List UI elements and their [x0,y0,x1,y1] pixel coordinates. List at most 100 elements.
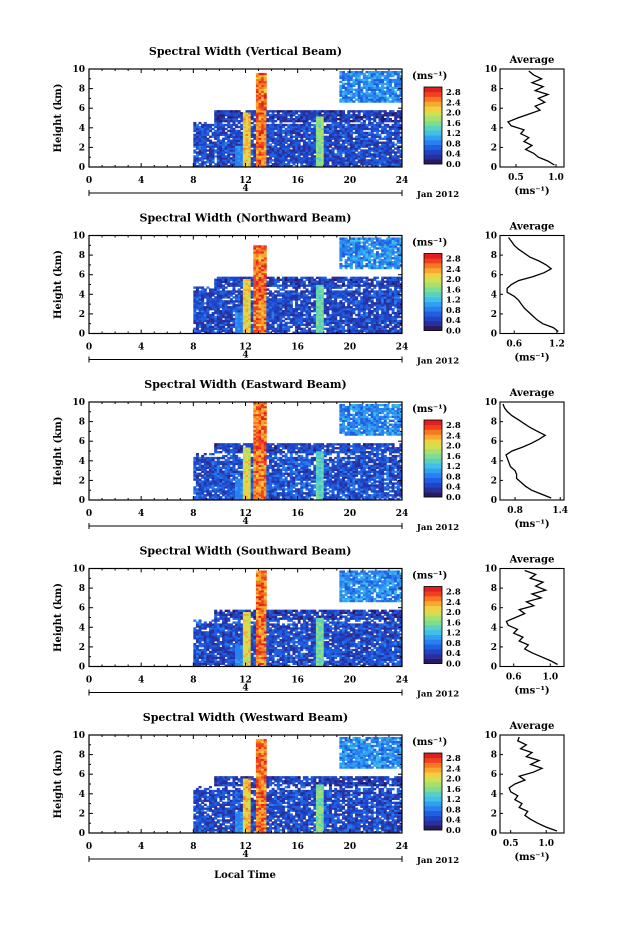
heatmap-cell [396,300,400,303]
heatmap-cell [245,313,249,317]
heatmap-cell [336,125,340,129]
heatmap-cell [305,153,309,156]
heatmap-cell [284,165,288,168]
heatmap-cell [336,302,340,305]
heatmap-cell [370,253,374,256]
heatmap-cell [195,311,199,315]
heatmap-cell [235,110,239,113]
heatmap-cell [349,292,353,295]
heatmap-cell [232,284,236,287]
heatmap-cell [339,262,343,266]
heatmap-cell [216,139,220,142]
heatmap-cell [201,298,205,301]
heatmap-cell [336,323,340,327]
heatmap-cell [245,304,249,307]
heatmap-cell [255,268,259,272]
heatmap-cell [365,239,369,242]
heatmap-cell [253,286,257,289]
heatmap-cell [279,149,283,152]
heatmap-cell [242,118,246,121]
heatmap-cell [313,110,317,113]
heatmap-cell [339,286,343,289]
heatmap-cell [394,143,398,146]
heatmap-cell [242,278,246,281]
heatmap-cell [308,143,312,146]
heatmap-cell [365,112,369,115]
heatmap-cell [360,260,364,264]
heatmap-cell [318,159,322,162]
heatmap-cell [349,147,353,150]
heatmap-cell [370,70,374,74]
heatmap-cell [381,296,385,299]
heatmap-cell [388,255,392,258]
heatmap-cell [268,278,272,281]
heatmap-cell [326,296,330,299]
heatmap-cell [208,325,212,329]
heatmap-cell [388,78,392,82]
heatmap-cell [378,247,382,250]
heatmap-cell [396,296,400,299]
heatmap-cell [206,319,210,323]
heatmap-cell [355,131,359,135]
heatmap-cell [279,294,283,297]
heatmap-cell [386,80,390,84]
heatmap-cell [237,137,241,140]
heatmap-cell [255,145,259,148]
heatmap-cell [258,131,262,135]
heatmap-cell [227,290,231,293]
heatmap-cell [334,133,338,137]
heatmap-cell [253,282,257,285]
heatmap-cell [310,131,314,135]
heatmap-cell [323,321,327,325]
heatmap-cell [383,321,387,325]
heatmap-cell [219,159,223,162]
heatmap-cell [214,116,218,119]
heatmap-cell [274,313,278,317]
heatmap-cell [295,161,299,164]
heatmap-cell [300,147,304,150]
heatmap-cell [206,292,210,295]
heatmap-cell [334,147,338,150]
heatmap-cell [271,118,275,121]
heatmap-cell [195,304,199,307]
heatmap-cell [396,294,400,297]
heatmap-cell [195,306,199,309]
heatmap-cell [378,290,382,293]
heatmap-cell [193,137,197,140]
heatmap-cell [315,127,319,131]
heatmap-cell [368,131,372,135]
heatmap-cell [362,110,366,113]
heatmap-cell [268,127,272,131]
heatmap-cell [261,296,265,299]
heatmap-cell [357,304,361,307]
heatmap-cell [235,159,239,162]
heatmap-cell [300,321,304,325]
heatmap-cell [195,147,199,150]
heatmap-cell [342,133,346,137]
heatmap-cell [331,276,335,280]
heatmap-cell [347,123,351,127]
heatmap-cell [394,321,398,325]
y-tick-label: 8 [79,85,85,95]
heatmap-cell [355,282,359,285]
heatmap-cell [347,159,351,162]
heatmap-cell [381,298,385,301]
heatmap-cell [315,151,319,154]
heatmap-cell [378,116,382,119]
heatmap-cell [224,112,228,115]
heatmap-cell [396,88,400,91]
heatmap-cell [373,278,377,281]
heatmap-cell [321,147,325,150]
heatmap-cell [373,317,377,321]
heatmap-cell [268,123,272,127]
heatmap-cell [326,163,330,166]
heatmap-cell [318,300,322,303]
heatmap-cell [222,131,226,135]
heatmap-cell [289,149,293,152]
heatmap-cell [318,114,322,117]
heatmap-cell [203,121,207,125]
heatmap-cell [349,139,353,142]
heatmap-cell [224,159,228,162]
heatmap-cell [391,94,395,97]
heatmap-cell [321,157,325,160]
